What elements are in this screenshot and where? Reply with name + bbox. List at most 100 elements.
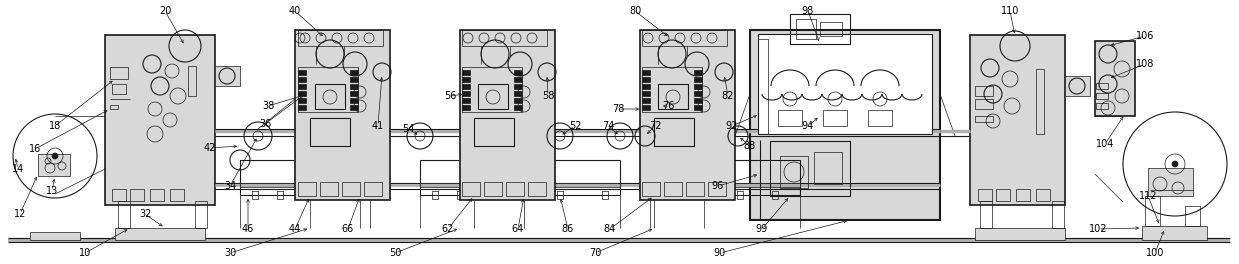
Bar: [650, 160, 800, 195]
Text: 56: 56: [444, 91, 456, 101]
Bar: [658, 84, 688, 109]
Bar: [462, 30, 546, 46]
Bar: [694, 77, 703, 82]
Bar: [642, 182, 660, 196]
Bar: [327, 191, 333, 199]
Bar: [299, 70, 306, 75]
Text: 96: 96: [712, 181, 724, 191]
Bar: [686, 182, 704, 196]
Bar: [664, 182, 681, 196]
Text: 90: 90: [714, 248, 726, 258]
Text: 16: 16: [28, 144, 41, 154]
Bar: [299, 91, 306, 96]
Bar: [299, 67, 358, 112]
Text: 41: 41: [372, 121, 384, 131]
Bar: [1097, 83, 1108, 89]
Bar: [110, 67, 128, 79]
Bar: [1097, 93, 1108, 99]
Text: 72: 72: [649, 121, 662, 131]
Bar: [240, 183, 370, 187]
Text: 34: 34: [224, 181, 237, 191]
Bar: [694, 98, 703, 103]
Bar: [299, 105, 306, 110]
Text: 18: 18: [48, 121, 61, 131]
Text: 88: 88: [743, 141, 756, 151]
Circle shape: [1172, 161, 1178, 167]
Bar: [342, 182, 361, 196]
Bar: [820, 22, 843, 36]
Text: 38: 38: [261, 101, 274, 111]
Bar: [457, 191, 463, 199]
Text: 14: 14: [12, 164, 24, 174]
Bar: [694, 91, 703, 96]
Bar: [996, 189, 1010, 201]
Bar: [970, 35, 1066, 205]
Bar: [420, 183, 620, 187]
Text: 58: 58: [541, 91, 554, 101]
Bar: [112, 189, 126, 201]
Bar: [781, 156, 808, 188]
Bar: [349, 91, 358, 96]
Text: 50: 50: [389, 248, 401, 258]
Text: 40: 40: [289, 6, 301, 16]
Bar: [195, 201, 207, 228]
Text: 52: 52: [569, 121, 581, 131]
Bar: [462, 182, 479, 196]
Bar: [975, 116, 992, 122]
Bar: [150, 189, 164, 201]
Bar: [462, 70, 470, 75]
Bar: [758, 34, 932, 134]
Bar: [364, 182, 382, 196]
Text: 13: 13: [46, 186, 58, 196]
Bar: [514, 70, 522, 75]
Bar: [750, 30, 940, 220]
Bar: [778, 110, 802, 126]
Bar: [642, 91, 650, 96]
Bar: [514, 84, 522, 89]
Text: 30: 30: [224, 248, 237, 258]
Bar: [1097, 103, 1108, 109]
Bar: [642, 77, 650, 82]
Bar: [514, 91, 522, 96]
Bar: [349, 77, 358, 82]
Bar: [602, 191, 608, 199]
Bar: [642, 67, 703, 112]
Bar: [130, 189, 144, 201]
Text: 106: 106: [1136, 31, 1155, 41]
Bar: [686, 191, 693, 199]
Bar: [975, 228, 1066, 240]
Text: 74: 74: [602, 121, 615, 131]
Bar: [694, 105, 703, 110]
Bar: [110, 105, 118, 109]
Bar: [462, 91, 470, 96]
Text: 62: 62: [442, 224, 455, 234]
Bar: [118, 201, 130, 228]
Bar: [650, 183, 800, 187]
Text: 98: 98: [802, 6, 814, 16]
Bar: [1052, 201, 1064, 228]
Text: 110: 110: [1001, 6, 1020, 16]
Bar: [420, 160, 620, 195]
Bar: [758, 39, 768, 134]
Text: 80: 80: [629, 6, 641, 16]
Bar: [299, 30, 383, 46]
Bar: [299, 182, 316, 196]
Text: 32: 32: [139, 209, 151, 219]
Bar: [352, 191, 358, 199]
Text: 102: 102: [1089, 224, 1108, 234]
Text: 70: 70: [589, 248, 601, 258]
Bar: [299, 84, 306, 89]
Bar: [349, 105, 358, 110]
Bar: [795, 19, 817, 39]
Circle shape: [52, 153, 58, 159]
Bar: [642, 98, 650, 103]
Text: 84: 84: [603, 224, 616, 234]
Bar: [188, 66, 196, 96]
Bar: [558, 191, 563, 199]
Bar: [662, 191, 668, 199]
Text: 46: 46: [242, 224, 254, 234]
Bar: [707, 182, 726, 196]
Bar: [1142, 226, 1207, 240]
Bar: [528, 182, 546, 196]
Text: 86: 86: [561, 224, 574, 234]
